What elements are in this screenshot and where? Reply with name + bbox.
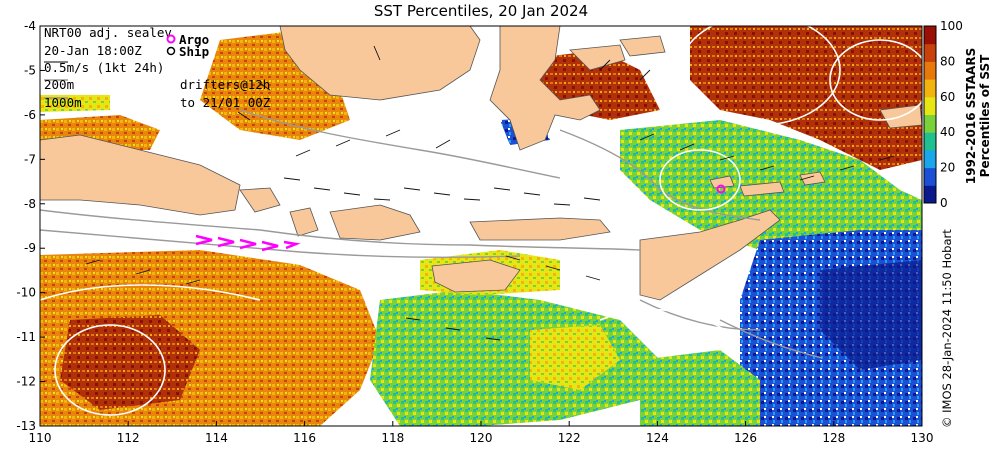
x-axis: 110 112 114 116 118 120 122 124 126 128 130: [29, 421, 934, 445]
colorbar-tick-label: 60: [940, 90, 955, 104]
ship-legend-label: Ship: [179, 44, 209, 59]
y-tick-label: -4: [24, 19, 36, 33]
map-layers: [40, 26, 922, 426]
x-tick-label: 116: [293, 431, 316, 445]
y-tick-label: -5: [24, 63, 36, 77]
y-tick-label: -6: [24, 108, 36, 122]
colorbar-segment: [924, 96, 936, 115]
colorbar-segment: [924, 43, 936, 62]
argo-float-marker: [716, 184, 726, 194]
land-sulawesi: [489, 26, 601, 151]
x-tick-label: 110: [29, 431, 52, 445]
x-tick-label: 130: [911, 431, 934, 445]
y-tick-label: -11: [16, 330, 36, 344]
colorbar-tick-label: 0: [940, 196, 948, 210]
land-sumbawa: [329, 204, 421, 241]
current-vectors: [85, 45, 895, 341]
colorbar-tick-label: 80: [940, 54, 955, 68]
argo-legend-label: Argo: [179, 32, 209, 47]
colorbar-segment: [924, 149, 936, 169]
colorbar-ticks: 100 80 60 40 20 0: [940, 19, 963, 210]
y-tick-label: -9: [24, 241, 36, 255]
map-legend: NRT00 adj. sealev 20-Jan 18:00Z 0.5m/s (…: [44, 25, 271, 110]
imos-credit: © IMOS 28-Jan-2024 11:50 Hobart: [940, 229, 954, 428]
y-tick-label: -12: [16, 375, 36, 389]
land-java: [40, 134, 241, 216]
drifters-legend-line-1: drifters@12h: [180, 77, 270, 92]
sea-level-contours: [40, 26, 922, 416]
drifter-tracks: [195, 234, 301, 252]
x-tick-label: 118: [381, 431, 404, 445]
legend-line-2: 20-Jan 18:00Z: [44, 43, 142, 58]
land-flores: [469, 217, 611, 241]
land-borneo: [279, 26, 481, 101]
legend-line-3: 0.5m/s (1kt 24h): [44, 60, 164, 75]
map-title: SST Percentiles, 20 Jan 2024: [373, 2, 589, 20]
y-tick-label: -7: [24, 152, 36, 166]
x-tick-label: 124: [646, 431, 669, 445]
y-tick-label: -8: [24, 197, 36, 211]
bathymetry-contours: [40, 109, 823, 359]
x-tick-label: 126: [734, 431, 757, 445]
land-bali: [239, 187, 281, 213]
y-tick-label: -10: [16, 286, 36, 300]
colorbar-tick-label: 20: [940, 161, 955, 175]
legend-line-4: 200m: [44, 77, 74, 92]
x-tick-label: 122: [558, 431, 581, 445]
colorbar-segment: [924, 132, 936, 151]
colorbar-title-line-2: Percentiles of SST: [978, 54, 992, 177]
colorbar-tick-label: 100: [940, 19, 963, 33]
ship-legend-icon: [166, 46, 176, 56]
x-tick-label: 128: [822, 431, 845, 445]
y-axis: -4 -5 -6 -7 -8 -9 -10 -11 -12 -13: [16, 19, 45, 433]
colorbar-segment: [924, 185, 936, 204]
argo-legend-icon: [166, 34, 176, 44]
colorbar-segment: [924, 79, 936, 98]
colorbar-frame: [923, 25, 937, 204]
legend-line-1: NRT00 adj. sealev: [44, 25, 172, 40]
x-tick-label: 114: [205, 431, 228, 445]
colorbar-segment: [924, 167, 936, 186]
land-timor: [639, 209, 781, 301]
colorbar-segment: [924, 61, 936, 80]
colorbar: [923, 25, 937, 204]
land-sumba: [431, 259, 521, 293]
colorbar-tick-label: 40: [940, 125, 955, 139]
drifters-legend-line-2: to 21/01 00Z: [180, 95, 271, 110]
x-tick-label: 112: [117, 431, 140, 445]
legend-line-5: 1000m: [44, 95, 82, 110]
land-masses: [40, 26, 922, 301]
x-tick-label: 120: [470, 431, 493, 445]
y-tick-label: -13: [16, 419, 36, 433]
colorbar-segment: [924, 26, 936, 45]
land-lombok: [289, 207, 319, 237]
colorbar-title-line-1: 1992-2016 SSTAARS: [964, 48, 978, 184]
colorbar-segment: [924, 114, 936, 133]
